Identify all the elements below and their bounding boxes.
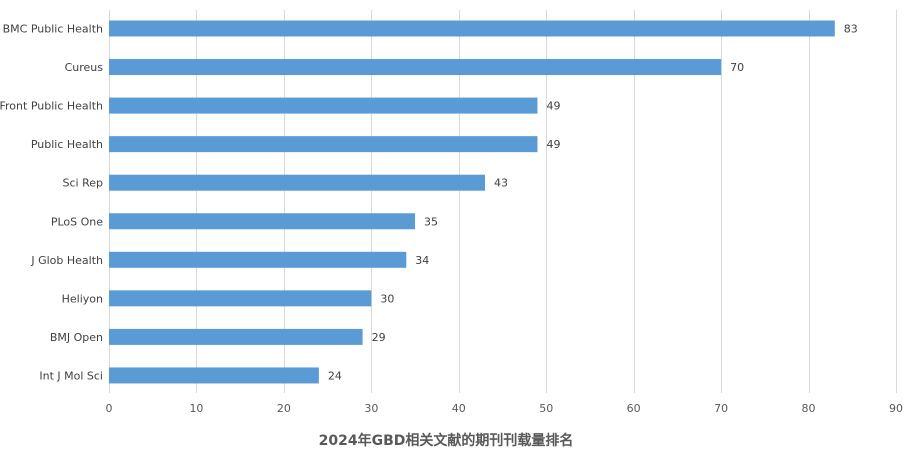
category-label: BMC Public Health (3, 23, 103, 36)
bar (109, 20, 835, 37)
category-label: Sci Rep (63, 177, 103, 190)
data-label: 24 (328, 369, 342, 382)
x-tick-label: 80 (802, 402, 816, 415)
category-label: Heliyon (62, 292, 103, 305)
x-tick-label: 30 (364, 402, 378, 415)
category-label: Public Health (31, 138, 103, 151)
data-label: 30 (380, 292, 394, 305)
bar (109, 213, 416, 230)
x-tick-label: 70 (714, 402, 728, 415)
labels: 0 10 20 30 40 50 60 70 80 90 BMC Public Health 83 Cu… (0, 23, 903, 416)
category-label: J Glob Health (30, 254, 103, 267)
category-label: Int J Mol Sci (39, 369, 103, 382)
data-label: 49 (546, 138, 560, 151)
bars (109, 20, 835, 384)
category-label: PLoS One (51, 215, 103, 228)
bar (109, 251, 407, 268)
data-label: 34 (415, 254, 429, 267)
bar (109, 59, 722, 76)
data-label: 70 (730, 61, 744, 74)
x-tick-label: 0 (106, 402, 113, 415)
x-tick-label: 40 (452, 402, 466, 415)
bar (109, 367, 319, 384)
category-label: Front Public Health (0, 100, 103, 113)
bar (109, 328, 363, 345)
category-label: Cureus (65, 61, 104, 74)
data-label: 49 (546, 100, 560, 113)
x-tick-label: 10 (189, 402, 203, 415)
x-tick-label: 50 (539, 402, 553, 415)
x-tick-label: 20 (277, 402, 291, 415)
data-label: 43 (494, 177, 508, 190)
x-tick-label: 90 (889, 402, 903, 415)
bar (109, 97, 538, 114)
x-tick-label: 60 (627, 402, 641, 415)
bar (109, 136, 538, 153)
bar (109, 174, 486, 191)
data-label: 35 (424, 215, 438, 228)
data-label: 29 (372, 331, 386, 344)
chart-title: 2024年GBD相关文献的期刊刊载量排名 (319, 432, 574, 449)
bar (109, 290, 372, 307)
category-label: BMJ Open (50, 331, 103, 344)
data-label: 83 (844, 23, 858, 36)
